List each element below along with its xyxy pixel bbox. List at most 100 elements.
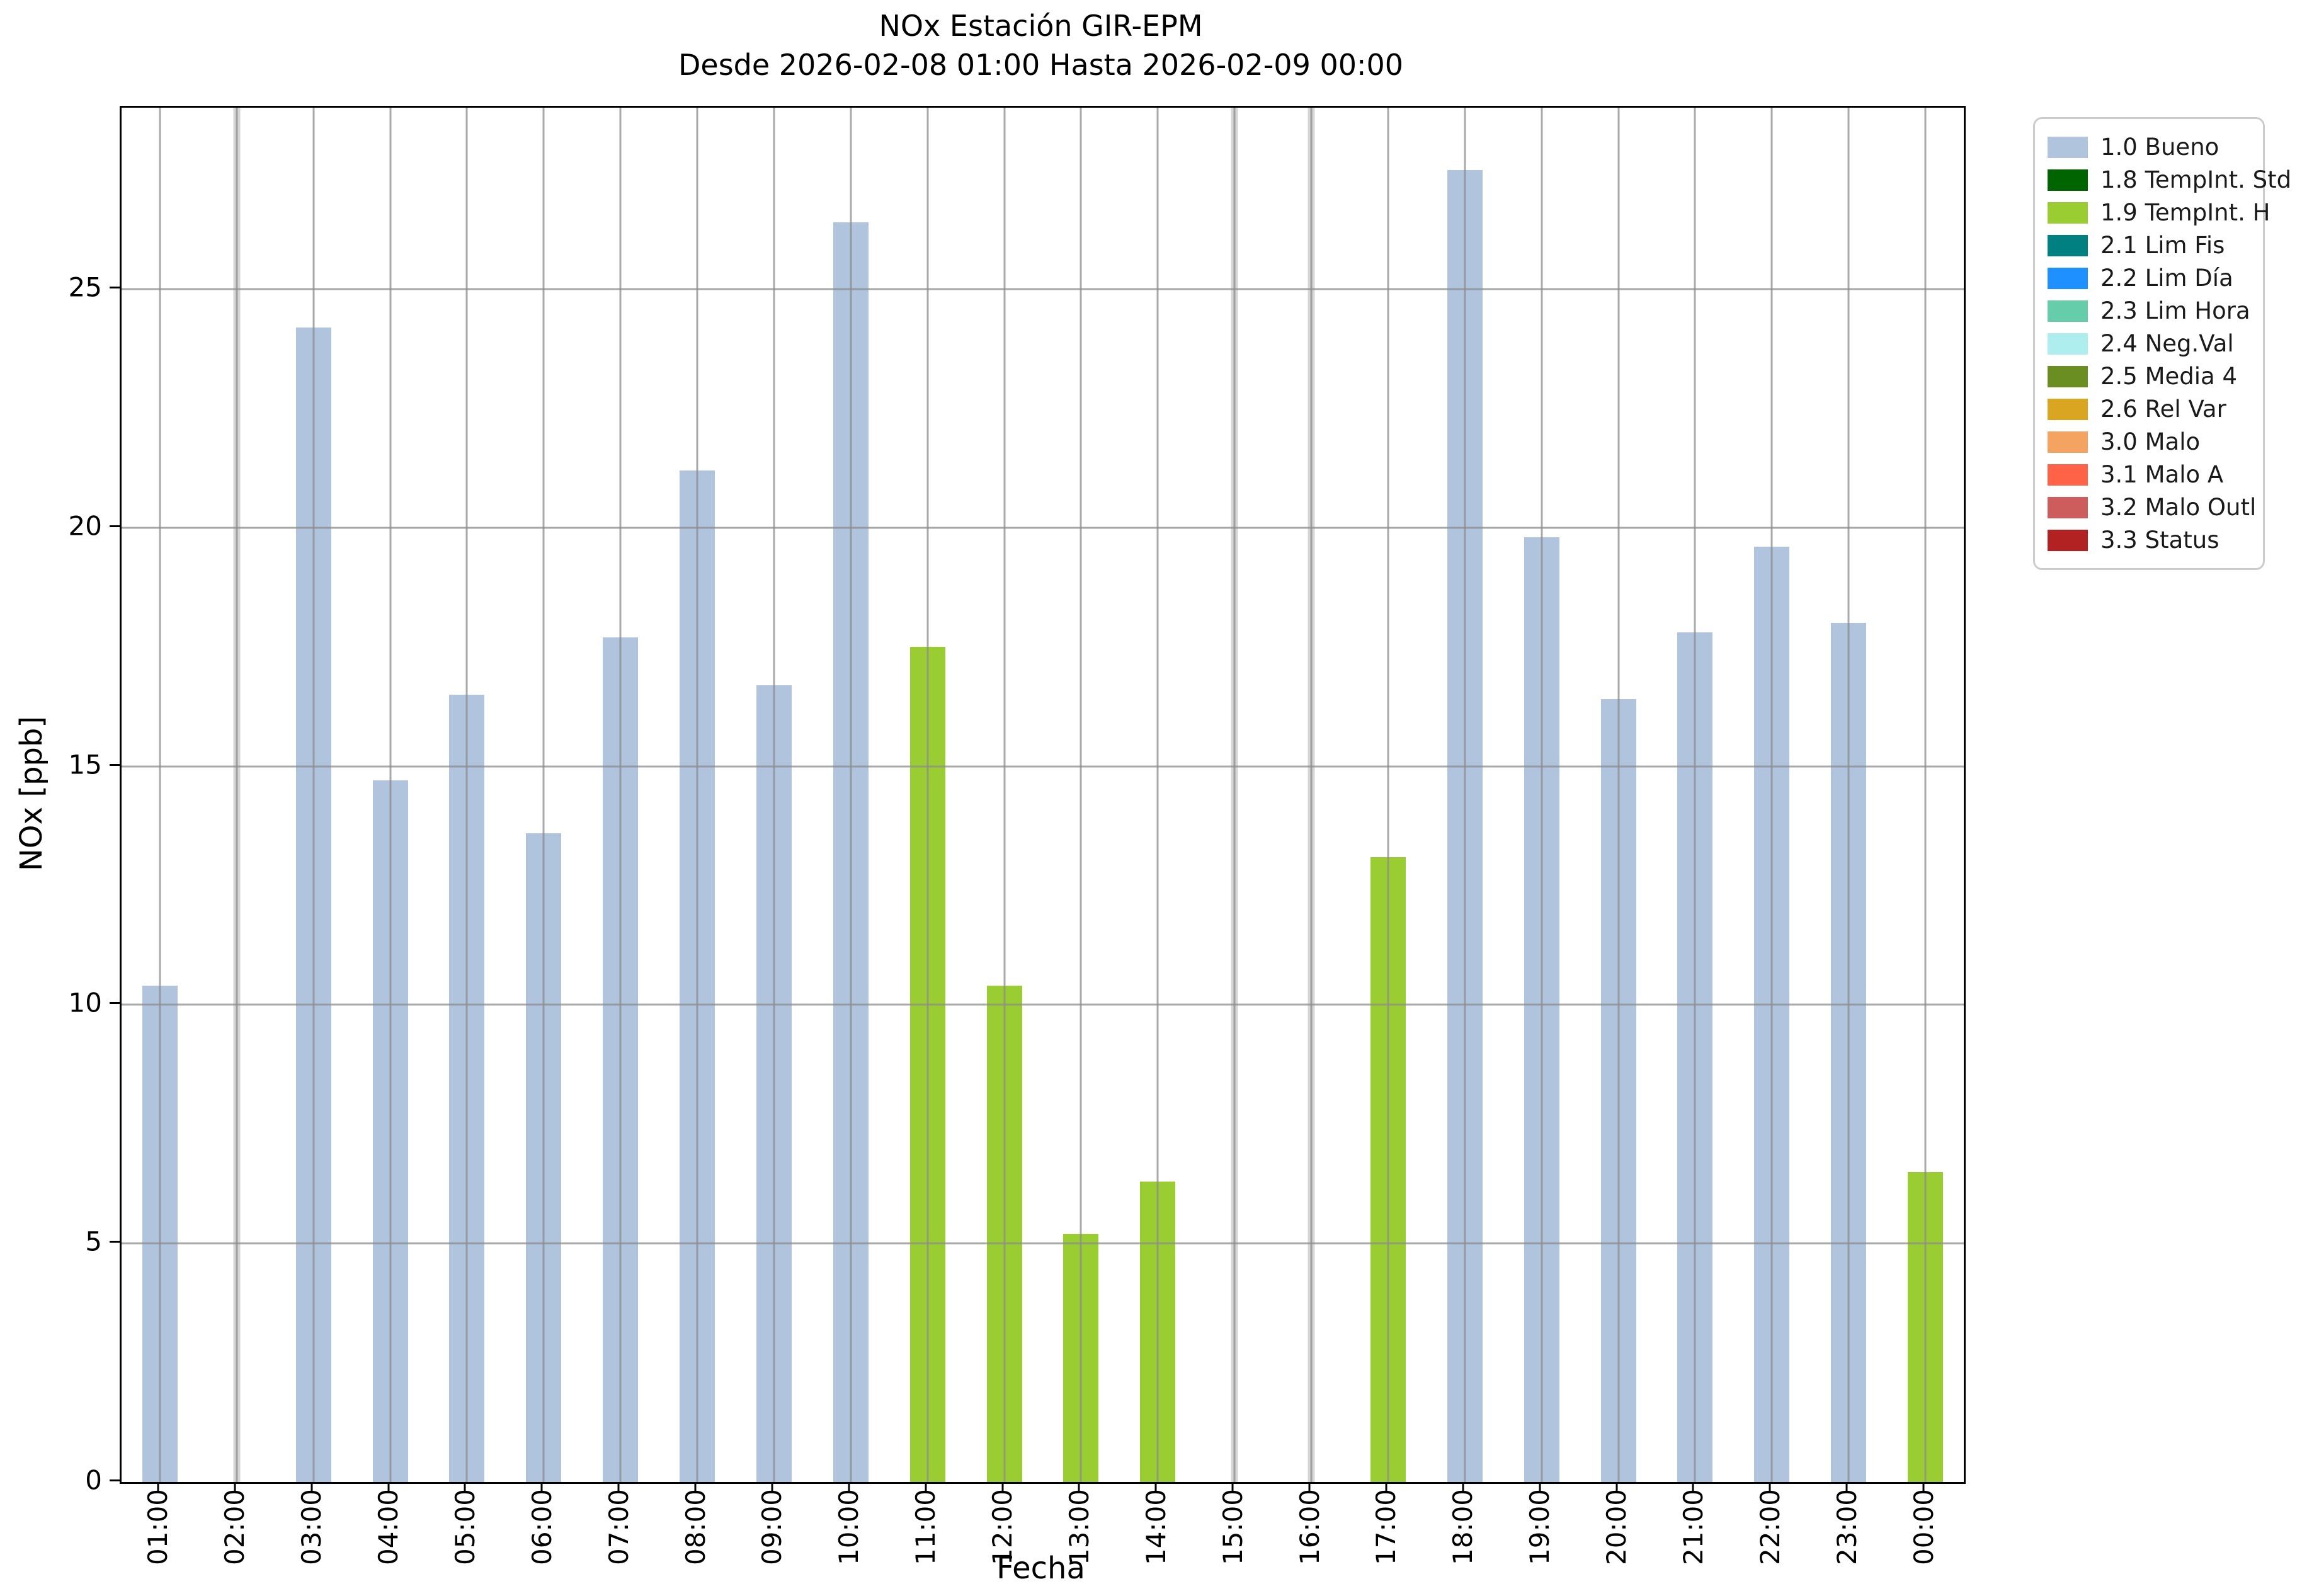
x-axis-label: Fecha bbox=[996, 1551, 1085, 1586]
legend-swatch-icon bbox=[2048, 202, 2088, 224]
x-gridline-17:00 bbox=[1387, 108, 1389, 1482]
y-tick-20 bbox=[110, 525, 120, 527]
y-gridline-15 bbox=[122, 765, 1964, 768]
legend-item-2.4 Neg.Val: 2.4 Neg.Val bbox=[2048, 330, 2253, 357]
legend-item-2.5 Media 4: 2.5 Media 4 bbox=[2048, 363, 2253, 390]
legend-label: 2.1 Lim Fis bbox=[2100, 232, 2225, 259]
x-tick-19:00 bbox=[1539, 1482, 1541, 1491]
legend-label: 3.3 Status bbox=[2100, 527, 2219, 554]
legend-item-3.0 Malo: 3.0 Malo bbox=[2048, 428, 2253, 455]
y-tick-label-20: 20 bbox=[68, 510, 102, 542]
x-gridline-15:00 bbox=[1233, 108, 1236, 1482]
legend-label: 2.2 Lim Día bbox=[2100, 265, 2233, 292]
y-gridline-5 bbox=[122, 1242, 1964, 1245]
x-tick-18:00 bbox=[1462, 1482, 1464, 1491]
x-gridline-22:00 bbox=[1770, 108, 1773, 1482]
legend-label: 2.3 Lim Hora bbox=[2100, 297, 2250, 324]
x-tick-13:00 bbox=[1078, 1482, 1080, 1491]
x-gridline-05:00 bbox=[465, 108, 468, 1482]
legend-swatch-icon bbox=[2048, 529, 2088, 551]
x-tick-10:00 bbox=[848, 1482, 850, 1491]
x-tick-09:00 bbox=[771, 1482, 773, 1491]
legend-item-1.9 TempInt. H: 1.9 TempInt. H bbox=[2048, 199, 2270, 226]
legend-swatch-icon bbox=[2048, 300, 2088, 322]
legend-swatch-icon bbox=[2048, 365, 2088, 387]
x-gridline-20:00 bbox=[1617, 108, 1620, 1482]
x-gridline-12:00 bbox=[1003, 108, 1006, 1482]
x-gridline-23:00 bbox=[1847, 108, 1850, 1482]
x-gridline-04:00 bbox=[389, 108, 392, 1482]
legend-item-2.6 Rel Var: 2.6 Rel Var bbox=[2048, 396, 2253, 423]
legend-swatch-icon bbox=[2048, 496, 2088, 518]
legend-label: 1.9 TempInt. H bbox=[2100, 199, 2271, 226]
x-tick-14:00 bbox=[1154, 1482, 1157, 1491]
y-tick-0 bbox=[110, 1479, 120, 1481]
x-tick-16:00 bbox=[1308, 1482, 1311, 1491]
chart-title-line2: Desde 2026-02-08 01:00 Hasta 2026-02-09 … bbox=[678, 48, 1404, 83]
y-tick-label-5: 5 bbox=[85, 1226, 102, 1257]
x-tick-12:00 bbox=[1001, 1482, 1004, 1491]
legend: 1.0 Bueno 1.8 TempInt. Std 1.9 TempInt. H 2… bbox=[2033, 117, 2291, 570]
legend-swatch-icon bbox=[2048, 169, 2088, 191]
legend-label: 1.8 TempInt. Std bbox=[2100, 166, 2292, 193]
x-gridline-10:00 bbox=[850, 108, 852, 1482]
y-gridline-25 bbox=[122, 288, 1964, 290]
chart-title-line1: NOx Estación GIR-EPM bbox=[879, 9, 1203, 43]
x-tick-02:00 bbox=[234, 1482, 236, 1491]
x-gridline-06:00 bbox=[542, 108, 545, 1482]
x-gridline-07:00 bbox=[619, 108, 622, 1482]
x-tick-05:00 bbox=[464, 1482, 466, 1491]
y-tick-label-25: 25 bbox=[68, 271, 102, 303]
y-gridline-20 bbox=[122, 527, 1964, 529]
legend-swatch-icon bbox=[2048, 234, 2088, 256]
x-tick-23:00 bbox=[1845, 1482, 1848, 1491]
y-tick-10 bbox=[110, 1002, 120, 1005]
x-gridline-16:00 bbox=[1310, 108, 1313, 1482]
x-tick-22:00 bbox=[1769, 1482, 1771, 1491]
legend-item-3.1 Malo A: 3.1 Malo A bbox=[2048, 461, 2253, 488]
x-gridline-13:00 bbox=[1080, 108, 1082, 1482]
legend-swatch-icon bbox=[2048, 267, 2088, 289]
legend-label: 2.6 Rel Var bbox=[2100, 396, 2226, 423]
x-gridline-11:00 bbox=[926, 108, 929, 1482]
x-gridline-18:00 bbox=[1464, 108, 1466, 1482]
x-gridline-08:00 bbox=[696, 108, 698, 1482]
legend-item-2.2 Lim Día: 2.2 Lim Día bbox=[2048, 265, 2253, 292]
x-tick-04:00 bbox=[387, 1482, 390, 1491]
x-tick-01:00 bbox=[157, 1482, 159, 1491]
x-tick-21:00 bbox=[1692, 1482, 1694, 1491]
x-gridline-02:00 bbox=[236, 108, 238, 1482]
plot-area bbox=[120, 106, 1966, 1484]
y-tick-15 bbox=[110, 763, 120, 766]
y-axis-label: NOx [ppb] bbox=[14, 715, 49, 872]
x-tick-03:00 bbox=[311, 1482, 313, 1491]
legend-item-2.3 Lim Hora: 2.3 Lim Hora bbox=[2048, 297, 2253, 324]
legend-item-1.8 TempInt. Std: 1.8 TempInt. Std bbox=[2048, 166, 2291, 193]
x-gridline-01:00 bbox=[159, 108, 161, 1482]
x-tick-07:00 bbox=[617, 1482, 620, 1491]
x-gridline-09:00 bbox=[773, 108, 775, 1482]
x-tick-15:00 bbox=[1231, 1482, 1234, 1491]
legend-swatch-icon bbox=[2048, 464, 2088, 486]
legend-label: 3.0 Malo bbox=[2100, 428, 2201, 455]
legend-label: 1.0 Bueno bbox=[2100, 134, 2219, 161]
legend-item-1.0 Bueno: 1.0 Bueno bbox=[2048, 134, 2253, 161]
y-gridline-10 bbox=[122, 1003, 1964, 1006]
x-gridline-14:00 bbox=[1156, 108, 1159, 1482]
x-tick-11:00 bbox=[925, 1482, 927, 1491]
legend-label: 3.1 Malo A bbox=[2100, 461, 2224, 488]
x-gridline-21:00 bbox=[1694, 108, 1696, 1482]
x-gridline-03:00 bbox=[312, 108, 315, 1482]
x-gridline-19:00 bbox=[1541, 108, 1543, 1482]
x-gridline-00:00 bbox=[1924, 108, 1927, 1482]
x-tick-20:00 bbox=[1615, 1482, 1618, 1491]
x-tick-17:00 bbox=[1385, 1482, 1387, 1491]
legend-swatch-icon bbox=[2048, 398, 2088, 420]
legend-label: 3.2 Malo Outl bbox=[2100, 494, 2257, 521]
legend-swatch-icon bbox=[2048, 431, 2088, 453]
legend-label: 2.5 Media 4 bbox=[2100, 363, 2238, 390]
y-tick-label-15: 15 bbox=[68, 749, 102, 780]
y-tick-label-10: 10 bbox=[68, 987, 102, 1018]
legend-item-2.1 Lim Fis: 2.1 Lim Fis bbox=[2048, 232, 2253, 259]
